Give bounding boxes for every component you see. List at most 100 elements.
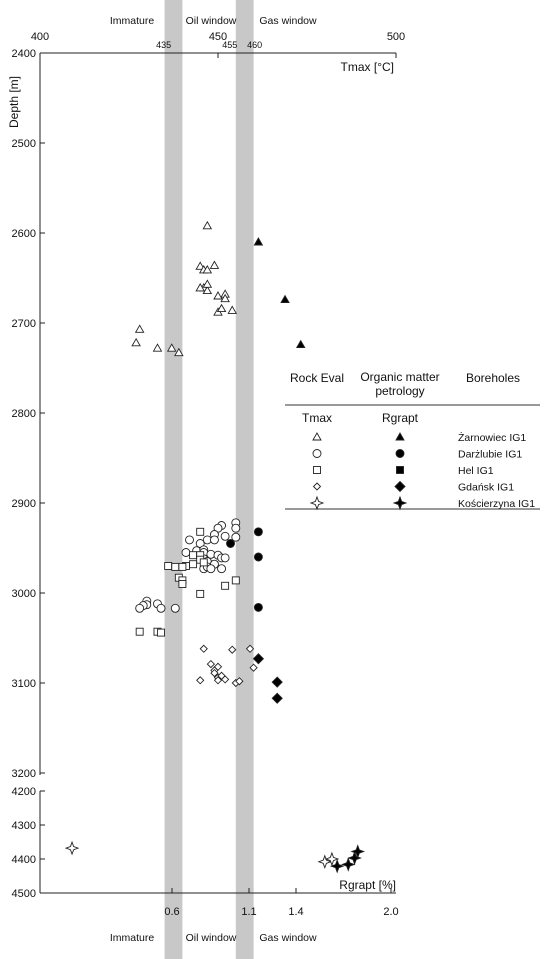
data-point [350, 844, 366, 859]
data-point [131, 337, 141, 347]
data-point [253, 237, 264, 246]
bottom-tick-label: 2.0 [383, 906, 398, 918]
y-tick-label: 4200 [12, 786, 36, 798]
legend-borehole-label: Kościerzyna IG1 [458, 498, 535, 510]
data-point [202, 279, 213, 288]
data-point [202, 220, 213, 230]
data-point [231, 532, 241, 542]
bottom-zone-gas-window: Gas window [259, 932, 317, 944]
legend-marker-tmax [313, 466, 321, 474]
window-tick-label: 455 [222, 40, 237, 50]
data-point [253, 602, 263, 612]
maturity-window-band [235, 0, 254, 959]
legend-marker-tmax [312, 432, 322, 441]
bottom-tick-label: 0.6 [164, 906, 179, 918]
y-tick-label: 3200 [12, 768, 36, 780]
legend-rows: Żarnowiec IG1 Darżlubie IG1 Hel IG1 Gdańsk … [309, 431, 535, 511]
data-point [271, 676, 283, 688]
top-tick-label: 400 [31, 31, 49, 43]
data-point [227, 305, 238, 314]
window-tick-label: 435 [156, 40, 171, 50]
data-point [178, 580, 187, 588]
data-point [206, 659, 216, 669]
top-zone-oil-window: Oil window [186, 15, 237, 27]
data-point [189, 551, 198, 560]
bottom-tick-label: 1.1 [241, 906, 256, 918]
legend-marker-tmax [309, 495, 325, 511]
data-point [134, 324, 145, 333]
data-point [209, 535, 219, 545]
data-point [253, 552, 263, 562]
bottom-axis-title: Rgrapt [%] [339, 878, 396, 892]
legend-header-rock-eval: Rock Eval [290, 371, 344, 385]
data-point [196, 589, 205, 598]
legend-marker-rgrapt [394, 480, 406, 493]
y-tick-label: 2900 [12, 498, 36, 510]
data-point [253, 527, 263, 537]
data-point [164, 562, 173, 570]
data-point [202, 264, 213, 274]
data-point [213, 291, 223, 300]
data-point [228, 645, 237, 654]
y-tick-label: 3000 [12, 588, 36, 600]
legend-borehole-label: Gdańsk IG1 [458, 482, 514, 494]
data-point [340, 857, 356, 872]
y-tick-label: 3100 [12, 678, 36, 690]
data-point [206, 564, 216, 574]
maturity-window-band [164, 0, 183, 959]
data-point [329, 858, 345, 874]
top-tick-label: 500 [387, 31, 405, 43]
legend-marker-tmax [312, 482, 322, 491]
data-point [210, 668, 219, 678]
data-point [271, 692, 283, 704]
data-point [189, 560, 198, 569]
legend-subheader-rgrapt: Rgrapt [382, 411, 419, 425]
data-point [217, 564, 227, 574]
legend-marker-tmax [312, 449, 322, 458]
top-zone-immature: Immature [110, 15, 155, 27]
legend-header-om-petrology: Organic matter petrology [360, 370, 440, 398]
data-point [199, 644, 208, 653]
legend-header-boreholes: Boreholes [466, 371, 520, 385]
y-tick-label: 2500 [12, 138, 36, 150]
y-axis-title: Depth [m] [7, 76, 21, 128]
legend: Rock Eval Organic matter petrology Boreh… [285, 370, 540, 511]
data-point [157, 628, 165, 637]
data-point [295, 339, 306, 349]
legend-marker-rgrapt [392, 495, 408, 511]
maturity-window-bands [164, 0, 254, 959]
data-point [235, 677, 244, 686]
legend-borehole-label: Darżlubie IG1 [458, 449, 522, 461]
legend-marker-rgrapt [396, 466, 404, 474]
data-point [221, 581, 230, 590]
y-tick-label: 4300 [12, 820, 36, 832]
data-point [245, 644, 255, 653]
legend-subheader-tmax: Tmax [302, 411, 332, 425]
data-point [135, 627, 144, 636]
data-point [252, 653, 265, 665]
top-tick-label: 450 [209, 31, 227, 43]
data-points [64, 220, 366, 874]
data-point [185, 535, 194, 545]
data-point [231, 576, 240, 585]
data-point [196, 676, 205, 685]
data-point [280, 294, 290, 304]
data-point [220, 531, 230, 541]
data-point [152, 343, 163, 352]
data-point [216, 303, 227, 313]
data-point [174, 347, 184, 357]
data-point [317, 854, 333, 870]
window-tick-label: 460 [247, 40, 262, 50]
y-tick-label: 4400 [12, 854, 36, 866]
legend-marker-rgrapt [395, 449, 405, 458]
data-point [199, 558, 208, 567]
bottom-tick-label: 1.4 [288, 906, 303, 918]
data-point [156, 603, 166, 613]
data-point [249, 663, 258, 672]
data-point [231, 523, 241, 533]
top-axis-title: Tmax [°C] [341, 60, 394, 74]
y-tick-label: 2700 [12, 318, 36, 330]
y-tick-label: 2600 [12, 228, 36, 240]
data-point [209, 260, 220, 269]
